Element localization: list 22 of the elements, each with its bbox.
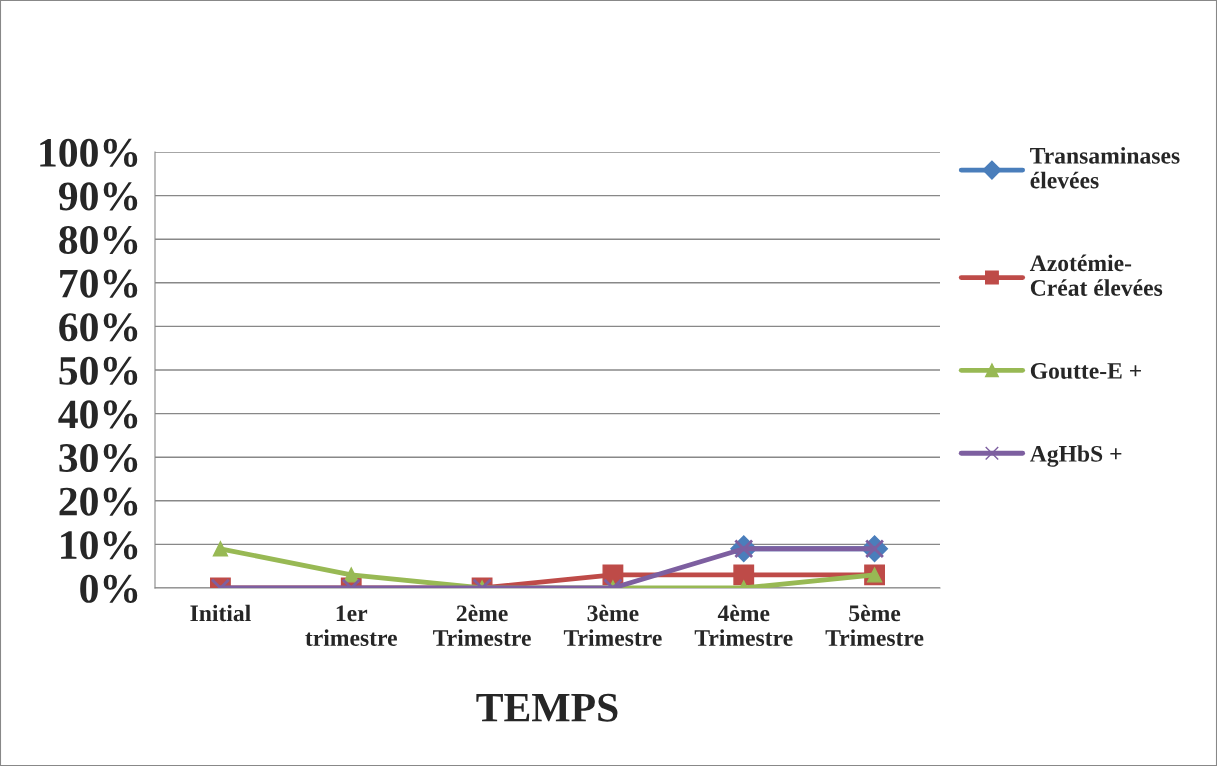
y-tick-label: 20% [59, 487, 138, 516]
x-tick-label: Initial [190, 604, 251, 622]
legend-label: Goutte-E + [1030, 362, 1141, 379]
legend-label: Transaminases élevées [1030, 147, 1180, 189]
x-tick-label: 1er trimestre [305, 605, 397, 646]
x-axis-title: TEMPS [476, 693, 618, 722]
y-tick-label: 50% [59, 356, 138, 385]
y-tick-label: 90% [58, 182, 138, 211]
y-tick-label: 100% [40, 138, 138, 167]
legend-label: Azotémie- Créat élevées [1029, 254, 1163, 296]
y-tick-label: 80% [59, 225, 138, 255]
y-tick-label: 0% [80, 574, 138, 603]
y-tick-label: 60% [59, 313, 138, 342]
x-tick-label: 4ème Trimestre [694, 604, 793, 646]
y-tick-label: 10% [61, 531, 138, 560]
x-tick-label: 3ème Trimestre [563, 604, 662, 646]
y-tick-label: 70% [60, 269, 138, 298]
x-tick-label: 5ème Trimestre [825, 604, 924, 646]
y-tick-label: 40% [58, 400, 138, 429]
legend-label: AgHbS + [1029, 445, 1122, 467]
y-tick-label: 30% [59, 443, 138, 473]
x-tick-label: 2ème Trimestre [433, 604, 531, 646]
